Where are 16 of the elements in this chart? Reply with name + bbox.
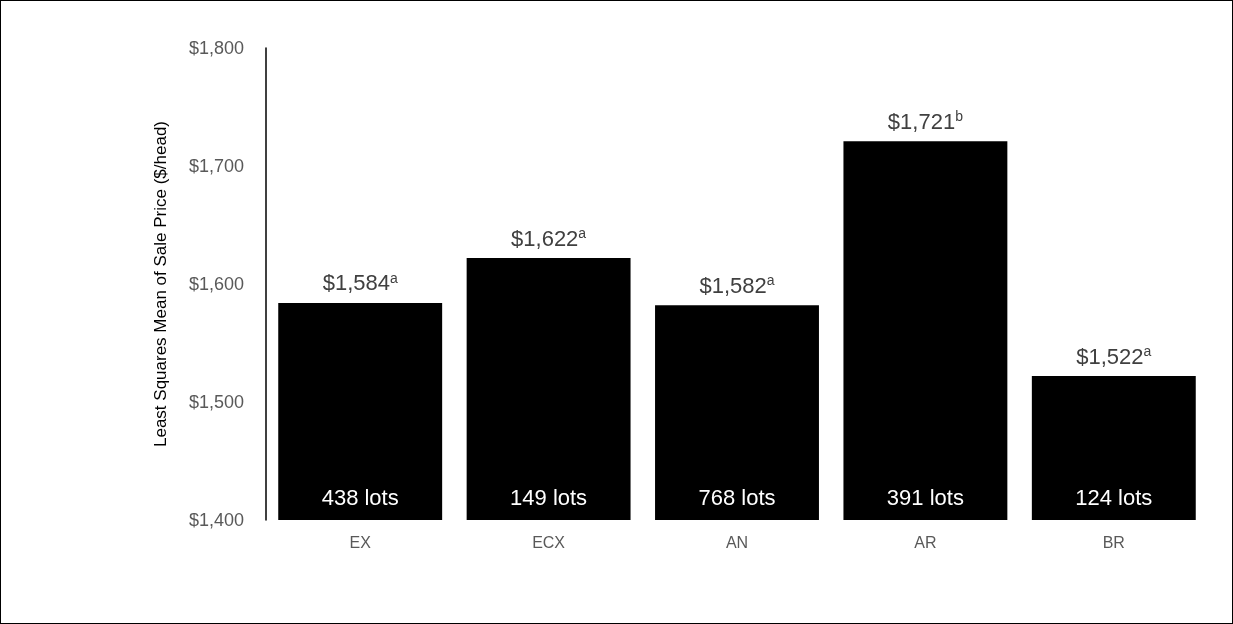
- y-tick-label: $1,500: [188, 392, 244, 412]
- annotation: 149 lots: [510, 484, 588, 510]
- y-tick-label: $1,400: [188, 510, 244, 530]
- annotation: 124 lots: [1075, 484, 1153, 510]
- x-tick-label: AN: [725, 533, 749, 551]
- y-axis-title: Least Squares Mean of Sale Price ($/head): [150, 120, 170, 448]
- annotation: 391 lots: [886, 484, 964, 510]
- x-tick-label: AR: [914, 533, 937, 551]
- annotation: 768 lots: [698, 484, 776, 510]
- x-tick-label: ECX: [532, 533, 566, 551]
- y-tick-label: $1,700: [188, 156, 244, 176]
- y-tick-label: $1,600: [188, 274, 244, 294]
- x-tick-label: EX: [349, 533, 372, 551]
- y-tick-label: $1,800: [188, 38, 244, 58]
- x-tick-label: BR: [1102, 533, 1125, 551]
- annotation: 438 lots: [321, 484, 399, 510]
